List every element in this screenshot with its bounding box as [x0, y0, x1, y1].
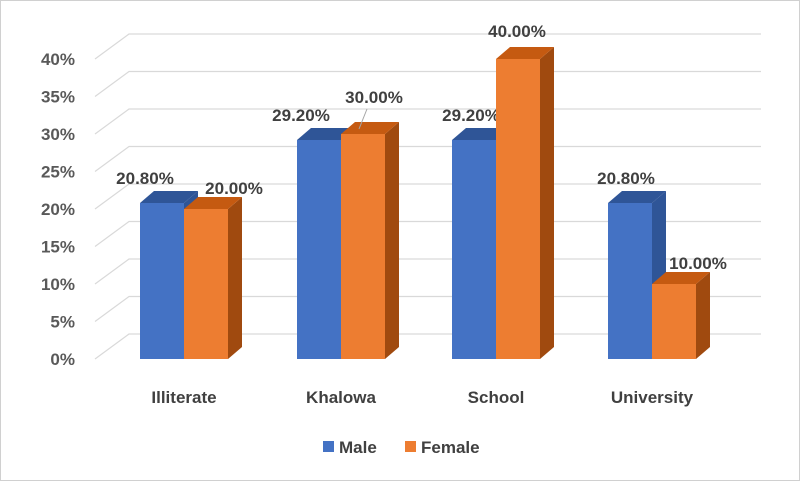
- bar-male-university: [608, 203, 652, 359]
- x-tick-label: University: [611, 388, 694, 407]
- bar-top: [652, 272, 710, 284]
- bar-top: [140, 191, 198, 203]
- bar-top: [452, 128, 510, 140]
- y-tick-label: 10%: [41, 275, 75, 294]
- y-tick-label: 5%: [50, 313, 75, 332]
- legend-swatch-male: [323, 441, 334, 452]
- data-label: 20.00%: [205, 179, 263, 198]
- data-label: 40.00%: [488, 22, 546, 41]
- x-tick-label: Illiterate: [151, 388, 216, 407]
- data-label: 29.20%: [272, 106, 330, 125]
- y-tick-label: 30%: [41, 125, 75, 144]
- gridline: [94, 33, 761, 60]
- bar-top: [341, 122, 399, 134]
- data-label: 29.20%: [442, 106, 500, 125]
- gridline: [94, 145, 761, 172]
- data-label: 20.80%: [116, 169, 174, 188]
- bar-top: [184, 197, 242, 209]
- data-label: 30.00%: [345, 88, 403, 107]
- bar-side: [385, 122, 399, 359]
- bar-female-school: [496, 59, 540, 359]
- label-leader-line: [358, 108, 368, 130]
- legend-swatch-female: [405, 441, 416, 452]
- y-tick-label: 0%: [50, 350, 75, 369]
- y-tick-label: 25%: [41, 163, 75, 182]
- bar-male-khalowa: [297, 140, 341, 359]
- bar-top: [297, 128, 355, 140]
- bar-top: [608, 191, 666, 203]
- bar-female-illiterate: [184, 209, 228, 359]
- bar-top: [496, 47, 554, 59]
- bar-female-khalowa: [341, 134, 385, 359]
- legend-label-female: Female: [421, 438, 480, 457]
- data-label: 10.00%: [669, 254, 727, 273]
- bar-male-school: [452, 140, 496, 359]
- y-tick-label: 20%: [41, 200, 75, 219]
- y-tick-label: 35%: [41, 88, 75, 107]
- y-tick-label: 40%: [41, 50, 75, 69]
- legend-label-male: Male: [339, 438, 377, 457]
- gridline: [94, 108, 761, 135]
- bar-side: [540, 47, 554, 359]
- bar-side: [228, 197, 242, 359]
- data-label: 20.80%: [597, 169, 655, 188]
- bar-female-university: [652, 284, 696, 359]
- x-tick-label: School: [468, 388, 525, 407]
- y-tick-label: 15%: [41, 238, 75, 257]
- bar-side: [696, 272, 710, 359]
- gridline: [94, 70, 761, 97]
- bar-male-illiterate: [140, 203, 184, 359]
- x-tick-label: Khalowa: [306, 388, 376, 407]
